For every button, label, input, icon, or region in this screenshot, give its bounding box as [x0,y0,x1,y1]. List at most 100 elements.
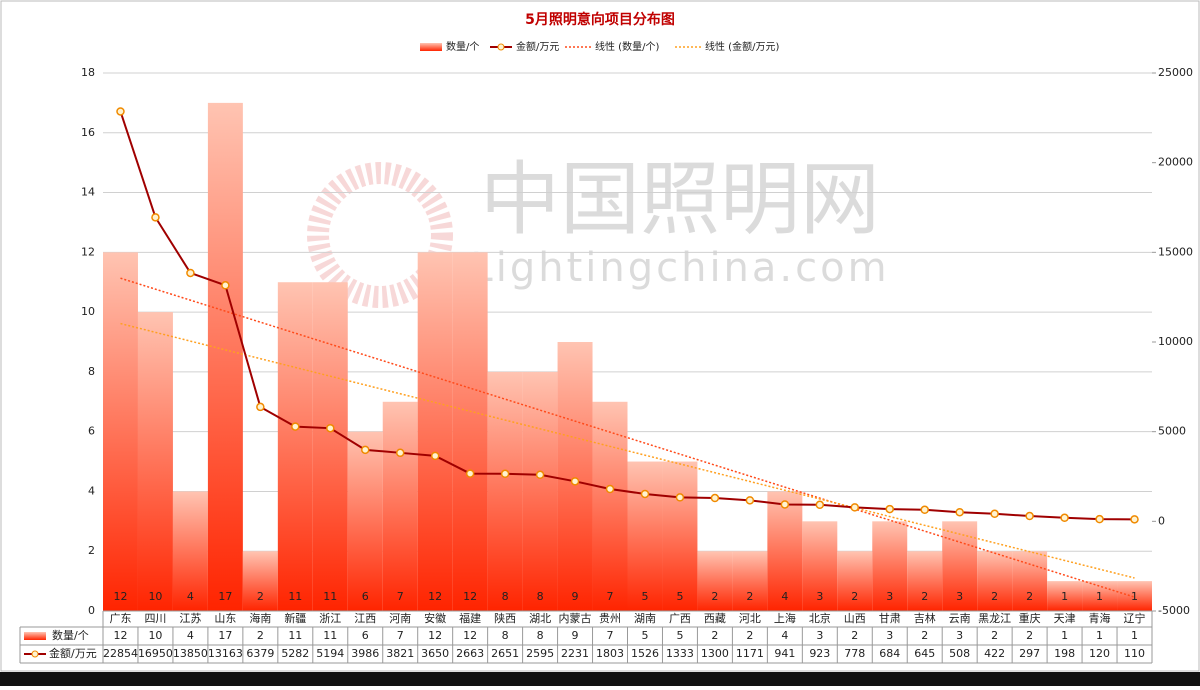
x-tick-label: 甘肃 [879,612,901,625]
bar-value-label: 3 [886,590,893,603]
y-tick-label: 12 [81,245,95,258]
table-cell: 778 [844,647,865,660]
table-cell: 3821 [386,647,414,660]
trend-group [120,277,1135,598]
table-cell: 5282 [281,647,309,660]
table-cell: 3 [956,629,963,642]
table-cell: 1526 [631,647,659,660]
amount-marker [955,507,964,517]
x-tick-label: 江西 [354,612,376,625]
y-tick-label: 0 [88,604,95,617]
table-cell: 508 [949,647,970,660]
table-row-header: 金额/万元 [49,646,97,660]
bar-value-label: 7 [397,590,404,603]
bar [767,491,803,611]
amount-marker [1060,513,1069,523]
table-cell: 1333 [666,647,694,660]
table-cell: 13163 [208,647,243,660]
x-tick-label: 上海 [774,611,796,625]
table-cell: 2663 [456,647,484,660]
y-tick-label: 6 [88,425,95,438]
bar-value-label: 17 [218,590,232,603]
x-tick-label: 海南 [249,611,271,625]
x-tick-label: 陕西 [494,611,516,625]
table-cell: 645 [914,647,935,660]
x-tick-label: 天津 [1054,612,1076,625]
bar-value-label: 4 [187,590,194,603]
y-tick-label: 2 [88,544,95,557]
table-cell: 422 [984,647,1005,660]
bottom-strip [0,672,1200,686]
table-cell: 684 [879,647,900,660]
x-tick-label: 浙江 [319,612,341,625]
legend-key [497,43,505,51]
x-tick-label: 福建 [459,611,481,625]
bar-value-label: 4 [781,590,788,603]
table-cell: 2231 [561,647,589,660]
bar-value-label: 3 [816,590,823,603]
amount-marker [605,484,615,494]
x-tick-label: 内蒙古 [559,611,592,625]
bar [837,551,873,611]
bar [277,282,313,611]
table-cell: 4 [187,629,194,642]
table-key-marker [31,650,39,658]
table-cell: 3 [816,629,823,642]
y-tick-label: 8 [88,365,95,378]
x-tick-label: 青海 [1089,611,1111,625]
bar [662,461,698,611]
amount-line [119,111,1135,521]
table-cell: 3986 [351,647,379,660]
bar-value-label: 5 [641,590,648,603]
y-tick-label: 14 [81,186,95,199]
bar [452,252,488,612]
y-tick-label: 16 [81,126,95,139]
x-tick-label: 新疆 [284,611,306,625]
bar-value-label: 1 [1096,590,1103,603]
watermark-cn: 中国照明网 [480,153,880,246]
y2-tick-label: 5000 [1158,425,1186,438]
table-cell: 6 [362,629,369,642]
table-cell: 2 [257,629,264,642]
table-cell: 16950 [138,647,173,660]
bar [312,282,348,611]
bar [907,551,943,611]
table-key-bar [24,632,46,640]
bar [802,521,838,611]
bar-value-label: 5 [676,590,683,603]
x-tick-label: 河北 [739,612,761,625]
table-cell: 110 [1124,647,1145,660]
bar-value-label: 6 [362,590,369,603]
amount-marker [675,493,685,502]
legend-label: 数量/个 [446,40,479,53]
amount-marker [1130,515,1139,524]
amount-marker [535,470,545,480]
table-cell: 5 [676,629,683,642]
y-tick-label: 4 [88,484,95,497]
bar [1117,581,1152,611]
x-tick-label: 安徽 [424,611,446,625]
bar [347,431,383,611]
bar [207,102,243,611]
table-cell: 1803 [596,647,624,660]
bar-value-label: 12 [428,590,442,603]
y2-tick-label: 0 [1158,514,1165,527]
table-cell: 13850 [173,647,208,660]
amount-marker [745,496,755,505]
table-row-header: 数量/个 [52,629,89,642]
watermark-logo [307,162,453,308]
bar [732,551,768,611]
x-tick-label: 北京 [809,611,831,625]
amount-marker [326,423,335,433]
table-cell: 941 [774,647,795,660]
bar-value-label: 2 [921,590,928,603]
table-cell: 2 [746,629,753,642]
y2-tick-label: -5000 [1158,604,1190,617]
table-cell: 7 [607,629,614,642]
bar-value-label: 2 [257,590,264,603]
bar [592,401,628,611]
table-cell: 2 [1026,629,1033,642]
table-cell: 12 [428,629,442,642]
bar-value-label: 11 [323,590,337,603]
table-cell: 11 [288,629,302,642]
